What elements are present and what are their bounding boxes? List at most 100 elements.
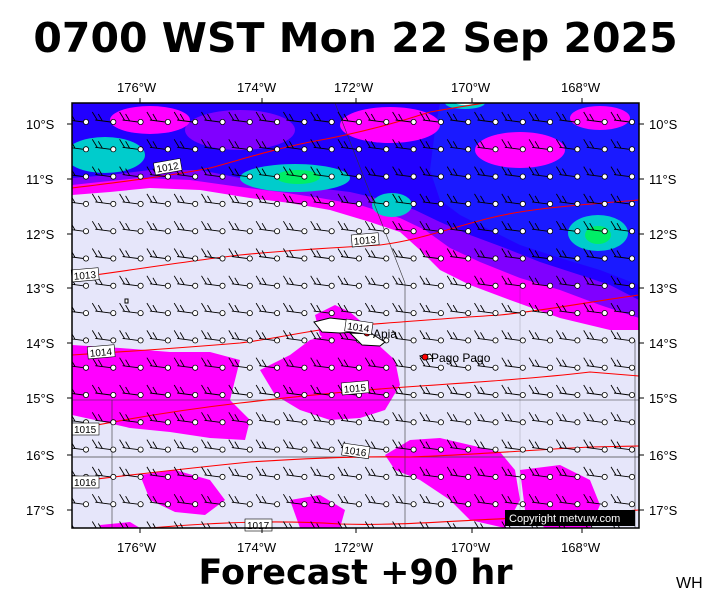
copyright-text: Copyright metvuw.com — [509, 513, 620, 525]
wind-barb — [419, 384, 444, 398]
wind-barb — [556, 412, 581, 426]
wind-barb — [146, 193, 171, 207]
wind-barb — [146, 248, 171, 262]
wind-barb — [556, 439, 581, 453]
isobar-label: 1015 — [74, 425, 97, 436]
lon-label-bottom: 172°W — [334, 540, 374, 555]
wind-barb — [364, 439, 390, 453]
wind-barb — [364, 111, 390, 126]
wind-barb — [201, 275, 226, 289]
wind-barb — [119, 384, 144, 398]
wind-barb — [419, 193, 444, 207]
wind-barb — [610, 248, 636, 262]
wind-barb — [419, 521, 430, 528]
wind-barb — [583, 466, 608, 480]
wind-barb — [474, 466, 499, 480]
wind-barb — [72, 196, 90, 207]
wind-barb — [283, 166, 308, 180]
wind-barb — [228, 111, 253, 126]
wind-barb — [583, 111, 608, 126]
wind-barb — [173, 111, 199, 126]
wind-barb — [119, 166, 144, 180]
wind-barb — [501, 248, 526, 262]
isobar-label: 1014 — [346, 321, 370, 335]
wind-barb — [419, 412, 444, 426]
wind-barb — [556, 248, 581, 262]
lon-label-top: 172°W — [334, 80, 374, 95]
wind-barb — [283, 439, 308, 453]
wind-barb — [446, 193, 472, 207]
wind-barb — [610, 302, 636, 317]
wind-barb — [583, 166, 608, 180]
lat-label-left: 11°S — [26, 172, 54, 187]
wind-barb — [610, 275, 636, 289]
isobar-label: 1013 — [353, 235, 377, 248]
wind-barb — [91, 466, 117, 480]
wind-barb — [91, 302, 117, 317]
lon-label-top: 168°W — [561, 80, 601, 95]
wind-barb — [446, 330, 472, 344]
isobar-label: 1015 — [343, 383, 367, 396]
wind-barb — [446, 248, 472, 262]
wind-barb — [364, 493, 390, 508]
wind-barb — [146, 357, 171, 371]
axis-labels: 176°W 174°W 172°W 170°W 168°W 176°W 174°… — [26, 80, 678, 555]
wind-barb — [173, 493, 199, 508]
wind-barb — [72, 442, 90, 453]
wind-barb — [255, 275, 281, 289]
wind-barb — [201, 139, 226, 153]
wind-barb — [119, 466, 144, 480]
wind-barb — [501, 302, 526, 317]
wind-barb — [364, 302, 390, 317]
wind-barb — [364, 220, 390, 235]
wind-barb — [310, 330, 335, 344]
wind-barb — [474, 493, 499, 508]
lat-label-left: 14°S — [26, 336, 55, 351]
wind-barb — [528, 439, 554, 453]
wind-barb — [228, 384, 253, 398]
isobar-label: 1012 — [156, 161, 180, 176]
wind-barb — [474, 248, 499, 262]
wind-barb — [283, 193, 308, 207]
wind-barb — [364, 139, 390, 153]
wind-barb — [337, 139, 362, 153]
wind-barb — [528, 248, 554, 262]
wind-barb — [446, 220, 472, 235]
wind-barb — [556, 220, 581, 235]
wind-barb — [610, 439, 636, 453]
wind-barb — [474, 330, 499, 344]
wind-barb — [201, 193, 226, 207]
lon-label-bottom: 174°W — [237, 540, 277, 555]
wind-barb — [337, 521, 348, 528]
wind-barb — [528, 466, 554, 480]
wind-barb — [556, 384, 581, 398]
wind-barb — [364, 248, 390, 262]
wind-barb — [72, 251, 90, 262]
wind-barb — [528, 330, 554, 344]
wind-barb — [446, 384, 472, 398]
wind-barb — [419, 220, 444, 235]
wind-barb — [474, 220, 499, 235]
wind-barb — [392, 412, 417, 426]
wind-barb — [446, 466, 472, 480]
wind-barb — [392, 330, 417, 344]
wind-barb — [556, 466, 581, 480]
wind-barb — [337, 248, 362, 262]
wind-barb — [283, 275, 308, 289]
wind-barb — [528, 493, 554, 508]
wind-barb — [610, 412, 636, 426]
wind-barb — [392, 275, 417, 289]
wind-barb — [610, 330, 636, 344]
wind-barb — [392, 493, 417, 508]
wind-barb — [556, 302, 581, 317]
wind-barb — [146, 330, 171, 344]
wind-barb — [72, 497, 90, 508]
lat-label-right: 15°S — [649, 391, 678, 406]
wind-barb — [119, 275, 144, 289]
apia-label: Apia — [373, 327, 397, 341]
wind-barb — [119, 302, 144, 317]
wind-barb — [91, 193, 117, 207]
wind-barb — [91, 166, 117, 180]
wind-barb — [556, 275, 581, 289]
